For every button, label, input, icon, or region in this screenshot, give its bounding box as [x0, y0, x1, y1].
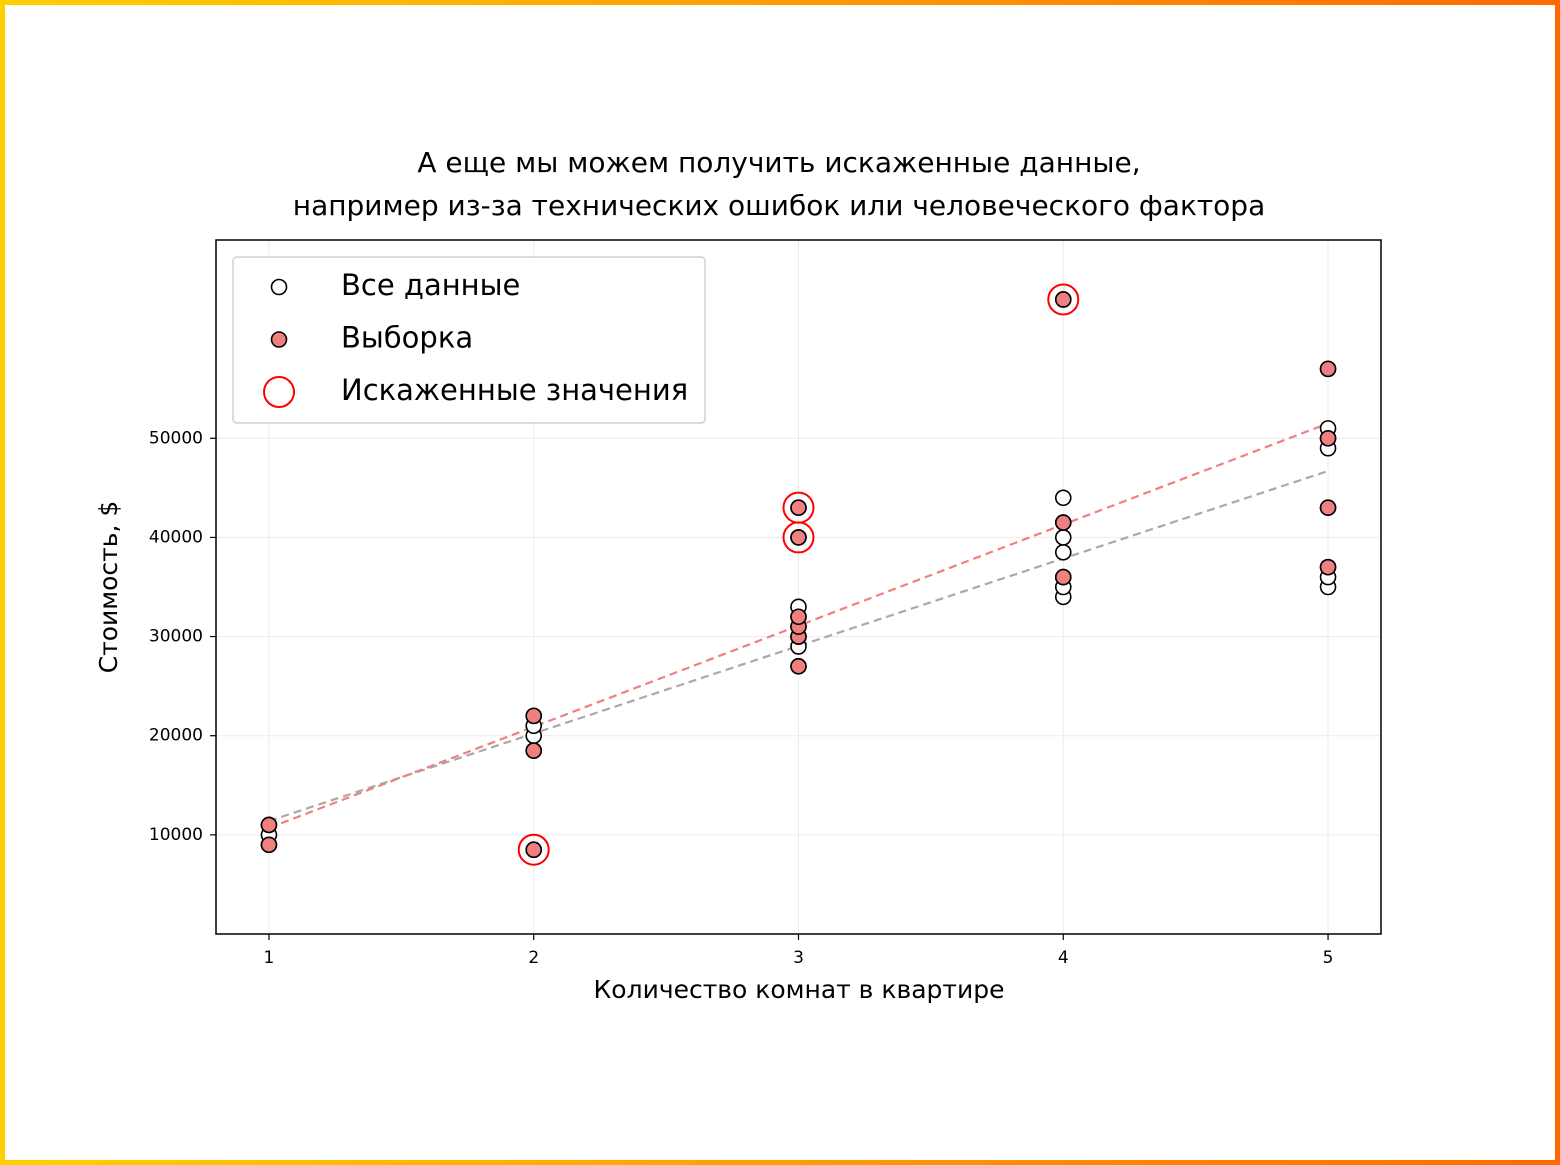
x-tick-label: 5 — [1323, 948, 1334, 968]
point — [1054, 514, 1072, 531]
chart-title: А еще мы можем получить искаженные данны… — [417, 146, 1140, 179]
canvas — [5, 5, 1555, 1160]
y-tick-label: 20000 — [149, 726, 203, 746]
legend-marker — [270, 278, 288, 296]
point — [782, 491, 815, 524]
chart-title: например из-за технических ошибок или че… — [293, 189, 1265, 222]
y-tick-label: 10000 — [149, 825, 203, 845]
legend-marker — [263, 376, 295, 408]
x-tick-label: 2 — [528, 948, 539, 968]
point — [1319, 429, 1337, 447]
legend-label: Выборка — [341, 321, 473, 355]
y-tick-label: 40000 — [149, 527, 203, 547]
legend-label: Искаженные значения — [341, 373, 688, 407]
point — [517, 833, 550, 866]
x-tick-label: 3 — [793, 948, 804, 968]
x-tick-label: 4 — [1058, 948, 1069, 968]
plot-frame — [215, 239, 1382, 935]
point — [790, 529, 807, 546]
point — [260, 836, 278, 854]
point — [525, 841, 543, 859]
y-axis-label: Стоимость, $ — [94, 501, 123, 674]
point — [1319, 558, 1337, 576]
point — [790, 499, 807, 516]
trend-line — [268, 469, 1329, 823]
point — [790, 658, 807, 675]
point — [1319, 499, 1337, 516]
point — [1054, 291, 1072, 308]
y-tick-label: 30000 — [149, 627, 203, 647]
point — [1047, 283, 1080, 316]
y-tick-label: 50000 — [149, 428, 203, 448]
point — [260, 816, 278, 834]
point — [525, 707, 543, 725]
point — [1054, 568, 1072, 586]
point — [1319, 360, 1337, 378]
point — [1054, 529, 1072, 546]
legend-marker — [270, 331, 288, 348]
point — [525, 742, 543, 759]
point — [790, 608, 807, 626]
x-axis-label: Количество комнат в квартире — [594, 975, 1005, 1004]
point — [1054, 543, 1072, 561]
point — [1054, 489, 1072, 507]
legend-label: Все данные — [341, 268, 520, 302]
legend: Все данные Выборка Искаженные значения — [232, 256, 706, 424]
x-tick-label: 1 — [264, 948, 275, 968]
legend-box — [232, 256, 706, 424]
